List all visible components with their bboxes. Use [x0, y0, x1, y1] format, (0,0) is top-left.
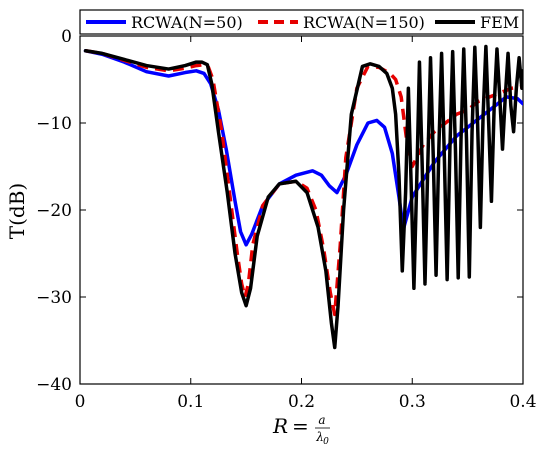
legend-label-rcwa-n50: RCWA(N=50) [131, 13, 243, 32]
y-tick-label: −20 [36, 201, 72, 221]
series-line-rcwa-n50 [83, 49, 523, 247]
y-tick-label: −10 [36, 114, 72, 134]
y-tick-label: −30 [36, 288, 72, 308]
y-axis-title: T(dB) [5, 183, 29, 239]
x-axis-title: R = a λ 0 [272, 413, 330, 447]
legend-label-fem: FEM [480, 13, 519, 32]
y-tick-label: −40 [36, 375, 72, 395]
x-tick-label: 0 [75, 392, 86, 412]
y-tick-label: 0 [61, 27, 72, 47]
legend: RCWA(N=50) RCWA(N=150) FEM [79, 9, 524, 35]
legend-box [79, 9, 524, 35]
x-axis-title-eq: = [292, 414, 309, 438]
x-tick-label: 0.1 [177, 392, 204, 412]
x-tick-label: 0.3 [399, 392, 426, 412]
series-layer [83, 44, 523, 350]
axis-ticks: 0 0.1 0.2 0.3 0.4 0 −10 −20 −30 −40 [36, 27, 536, 412]
x-axis-title-lhs: R [272, 414, 288, 438]
x-tick-label: 0.2 [288, 392, 315, 412]
x-axis-title-denominator: λ [315, 430, 324, 444]
x-axis-title-denominator-sub: 0 [323, 437, 329, 447]
series-line-fem [83, 44, 523, 350]
x-tick-label: 0.4 [509, 392, 536, 412]
x-axis-title-numerator: a [318, 413, 325, 427]
legend-label-rcwa-n150: RCWA(N=150) [303, 13, 425, 32]
